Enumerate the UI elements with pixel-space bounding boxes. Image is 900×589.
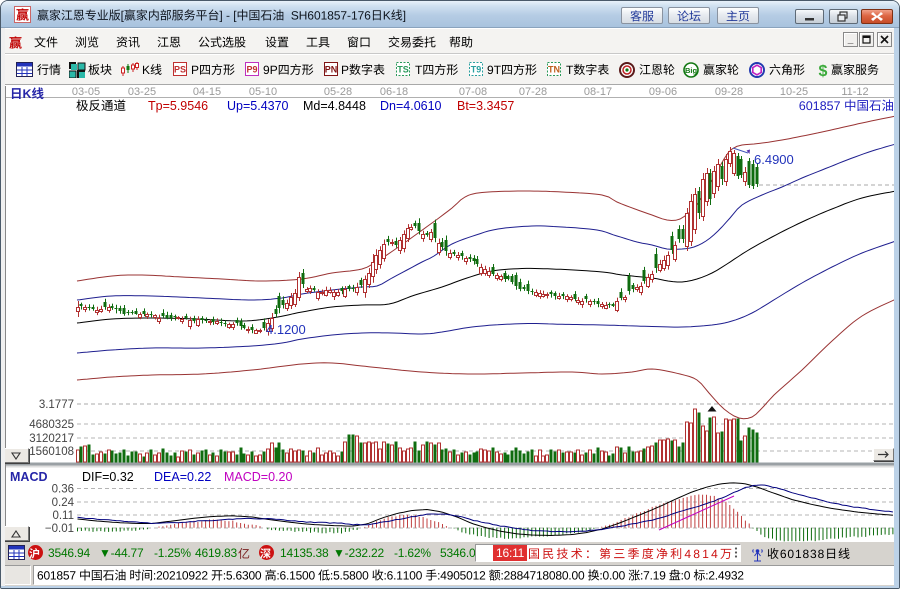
- svg-text:$: $: [819, 63, 828, 78]
- svg-text:11-12: 11-12: [841, 86, 868, 98]
- svg-text:PN: PN: [325, 65, 338, 75]
- svg-text:P9: P9: [246, 65, 257, 75]
- svg-text:07-28: 07-28: [519, 86, 547, 98]
- svg-text:Up=5.4370: Up=5.4370: [227, 99, 289, 113]
- svg-text:07-08: 07-08: [459, 86, 487, 98]
- svg-text:MACD: MACD: [10, 470, 48, 484]
- svg-text:MACD=0.20: MACD=0.20: [224, 470, 292, 484]
- svg-text:TS: TS: [397, 65, 409, 75]
- svg-text:6.4900: 6.4900: [754, 152, 794, 167]
- svg-text:4.1200: 4.1200: [266, 322, 306, 337]
- svg-text:05-10: 05-10: [249, 86, 277, 98]
- svg-text:−0.01: −0.01: [45, 523, 74, 535]
- svg-text:PS: PS: [174, 65, 186, 75]
- svg-text:Md=4.8448: Md=4.8448: [303, 99, 366, 113]
- svg-text:03-05: 03-05: [72, 86, 100, 98]
- svg-text:09-06: 09-06: [649, 86, 677, 98]
- svg-text:10-25: 10-25: [780, 86, 808, 98]
- svg-text:T9: T9: [471, 65, 482, 75]
- svg-text:1560108: 1560108: [29, 446, 74, 458]
- svg-text:0.24: 0.24: [52, 497, 75, 509]
- svg-text:DEA=0.22: DEA=0.22: [154, 470, 211, 484]
- svg-text:4680325: 4680325: [29, 419, 74, 431]
- svg-text:3.1777: 3.1777: [39, 399, 74, 411]
- svg-text:DIF=0.32: DIF=0.32: [82, 470, 134, 484]
- svg-text:0.11: 0.11: [52, 510, 74, 522]
- svg-text:03-25: 03-25: [128, 86, 156, 98]
- svg-text:Dn=4.0610: Dn=4.0610: [380, 99, 442, 113]
- svg-text:Big: Big: [685, 66, 698, 75]
- svg-text:08-17: 08-17: [584, 86, 612, 98]
- svg-text:09-28: 09-28: [715, 86, 743, 98]
- svg-text:05-28: 05-28: [324, 86, 352, 98]
- svg-text:06-18: 06-18: [380, 86, 408, 98]
- svg-text:04-15: 04-15: [193, 86, 221, 98]
- svg-text:Tp=5.9546: Tp=5.9546: [148, 99, 208, 113]
- svg-text:TN: TN: [548, 65, 560, 75]
- svg-text:0.36: 0.36: [52, 484, 74, 496]
- svg-text:3120217: 3120217: [29, 433, 74, 445]
- svg-text:Bt=3.3457: Bt=3.3457: [457, 99, 514, 113]
